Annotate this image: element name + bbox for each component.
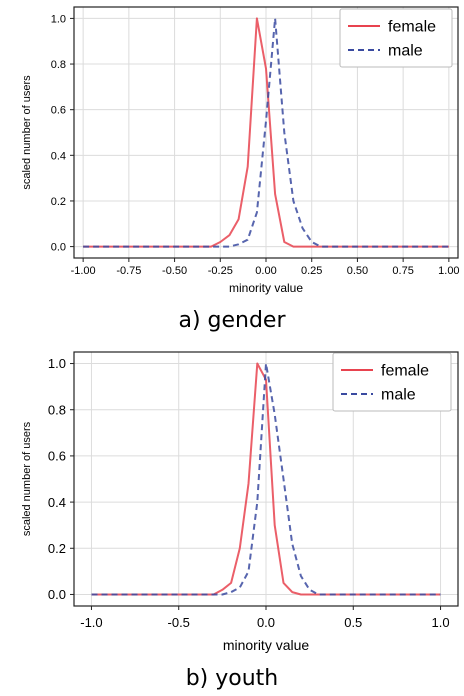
y-tick-label: 0.0 [51, 242, 66, 254]
y-tick-label: 0.0 [48, 587, 66, 602]
x-tick-label: -0.50 [162, 265, 187, 277]
x-tick-label: -0.25 [208, 265, 233, 277]
legend-label-female: female [381, 363, 429, 380]
series-line-female [83, 17, 449, 248]
legend-box [339, 8, 453, 68]
y-tick-label: 0.2 [48, 541, 66, 556]
legend-label-male: male [388, 43, 423, 60]
caption-youth: b) youth [185, 666, 279, 691]
x-tick-label: 0.75 [392, 265, 413, 277]
y-tick-label: 1.0 [48, 356, 66, 371]
x-tick-label: 1.00 [438, 265, 459, 277]
caption-gender: a) gender [178, 308, 286, 333]
x-tick-label: -0.75 [116, 265, 141, 277]
y-tick-label: 0.6 [48, 449, 66, 464]
x-tick-label: -1.0 [80, 615, 102, 630]
x-axis-label: minority value [223, 637, 310, 653]
x-tick-label: 0.25 [301, 265, 322, 277]
legend-label-male: male [381, 387, 416, 404]
y-tick-label: 1.0 [51, 13, 66, 25]
y-axis-label: scaled number of users [21, 75, 33, 190]
series-line-male [83, 17, 449, 248]
x-axis-label: minority value [229, 281, 303, 295]
chart-youth: -1.0 -0.5 0.0 0.5 1.0 0.0 0.2 0.4 0.6 0.8 1.0 minor… [21, 351, 459, 653]
series-line-male [91, 362, 441, 596]
x-tick-label: -1.00 [71, 265, 96, 277]
legend-box [332, 352, 452, 412]
series-line-female [91, 362, 441, 596]
legend-label-female: female [388, 19, 436, 36]
y-tick-label: 0.8 [51, 59, 66, 71]
x-tick-label: 0.5 [344, 615, 362, 630]
x-tick-label: -0.5 [168, 615, 190, 630]
y-axis-label: scaled number of users [21, 421, 33, 536]
y-tick-label: 0.4 [51, 150, 66, 162]
y-tick-label: 0.4 [48, 495, 66, 510]
y-tick-label: 0.6 [51, 105, 66, 117]
y-tick-label: 0.8 [48, 402, 66, 417]
chart-gender: -1.00 -0.75 -0.50 -0.25 0.00 0.25 0.50 0.75 1.00… [21, 6, 460, 295]
x-tick-label: 0.50 [347, 265, 368, 277]
x-tick-label: 1.0 [432, 615, 450, 630]
x-tick-label: 0.0 [257, 615, 275, 630]
y-tick-label: 0.2 [51, 196, 66, 208]
x-tick-label: 0.00 [255, 265, 276, 277]
